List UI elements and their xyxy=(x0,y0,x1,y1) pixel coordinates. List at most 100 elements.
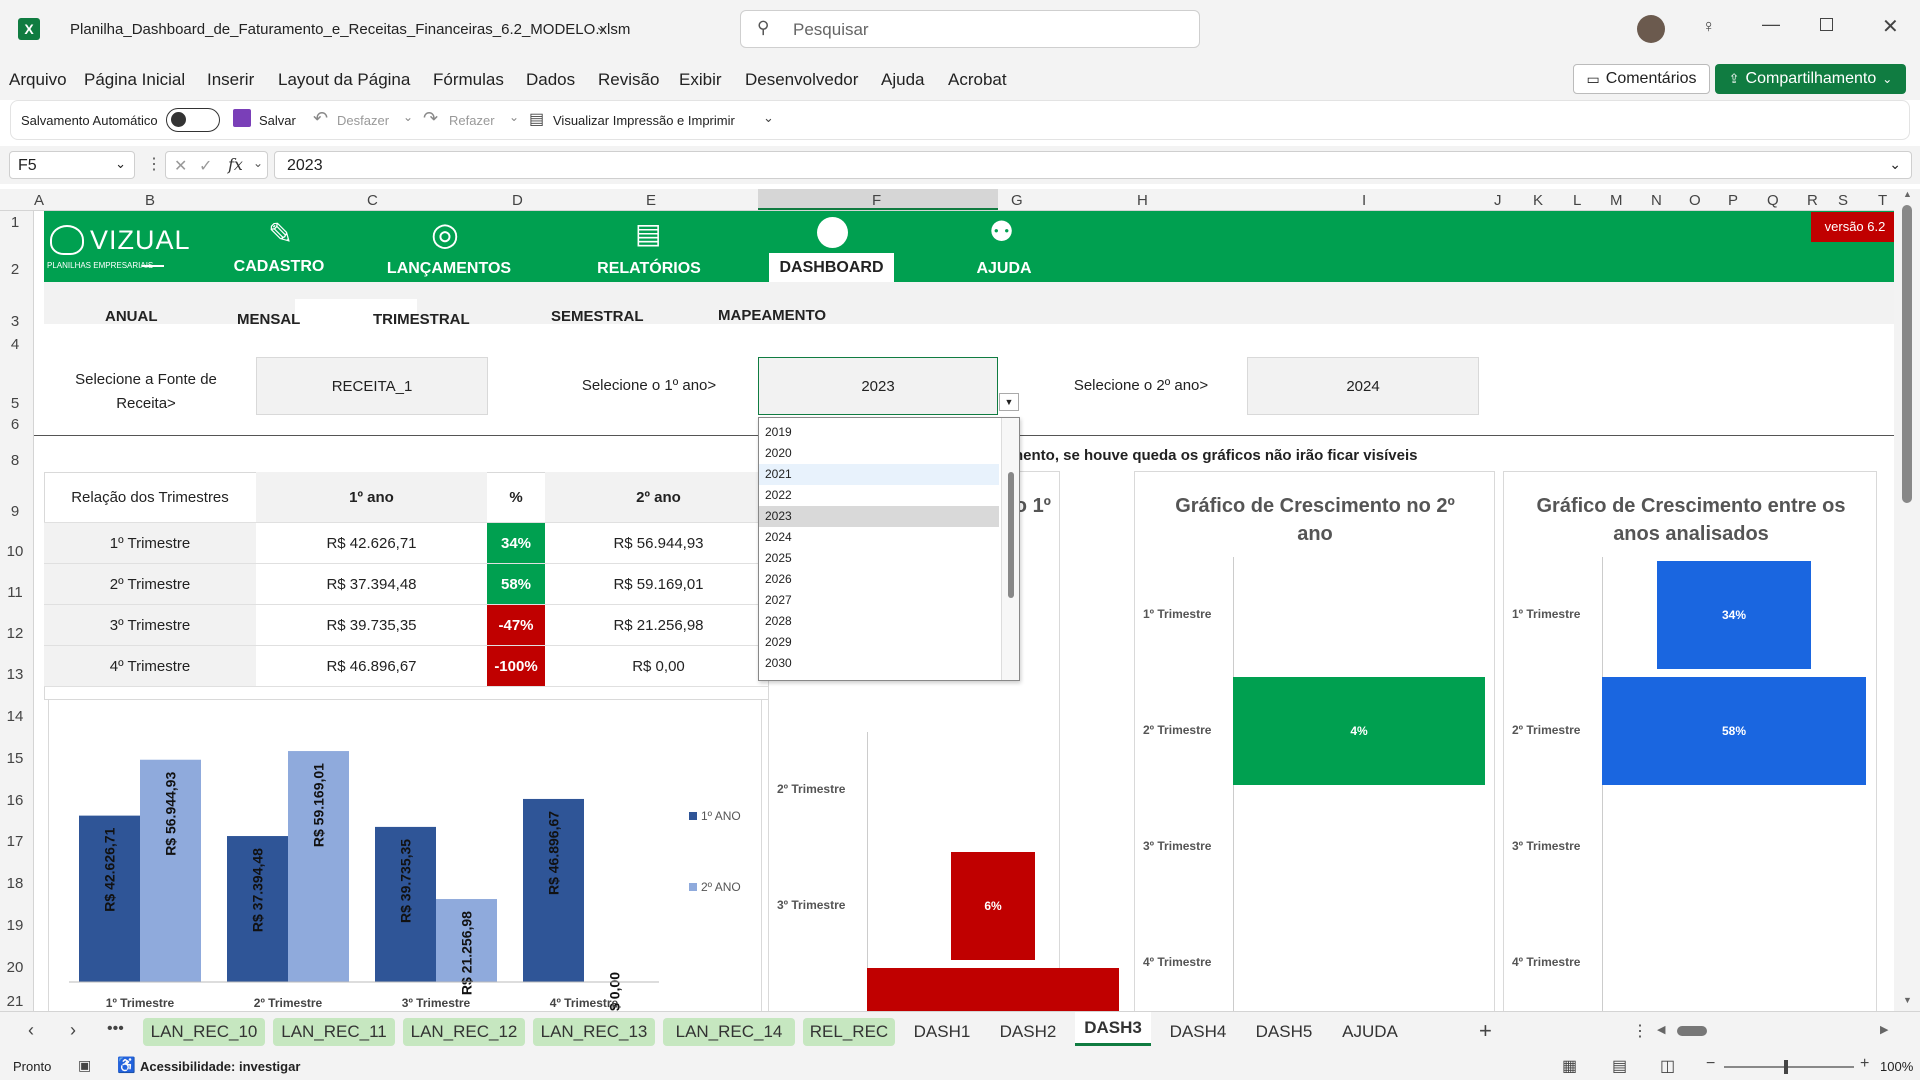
document-icon[interactable]: ▤ xyxy=(635,218,662,249)
menu-pagina-inicial[interactable]: Página Inicial xyxy=(84,70,186,89)
row-19[interactable]: 19 xyxy=(6,917,24,934)
row-12[interactable]: 12 xyxy=(6,625,24,642)
horizontal-scroll-thumb[interactable] xyxy=(1677,1026,1707,1036)
nav-dashboard[interactable]: DASHBOARD xyxy=(779,259,884,276)
menu-dados[interactable]: Dados xyxy=(526,70,576,89)
year-option[interactable]: 2020 xyxy=(765,446,792,460)
more-options-icon[interactable]: ⋮ xyxy=(146,156,162,173)
row-15[interactable]: 15 xyxy=(6,750,24,767)
row-4[interactable]: 4 xyxy=(10,336,20,353)
close-icon[interactable]: ✕ xyxy=(1882,16,1899,38)
lightbulb-icon[interactable]: ♀ xyxy=(1702,16,1716,36)
col-g[interactable]: G xyxy=(1011,192,1023,209)
year-option[interactable]: 2021 xyxy=(759,464,999,485)
row-20[interactable]: 20 xyxy=(6,959,24,976)
share-button[interactable]: ⇪ Compartilhamento ⌄ xyxy=(1715,64,1906,94)
macro-record-icon[interactable]: ▣ xyxy=(78,1057,92,1073)
ano1-select[interactable]: 2023 xyxy=(758,357,998,415)
zoom-slider-thumb[interactable] xyxy=(1784,1060,1788,1074)
quarters-column-chart[interactable]: R$ 42.626,71 R$ 56.944,93 1º Trimestre R$ 3… xyxy=(48,699,762,1011)
target-icon[interactable]: ◎ xyxy=(431,216,459,252)
page-break-icon[interactable]: ◫ xyxy=(1660,1058,1676,1075)
file-name[interactable]: Planilha_Dashboard_de_Faturamento_e_Rece… xyxy=(70,21,631,38)
col-d[interactable]: D xyxy=(512,192,523,209)
print-preview-icon[interactable]: ▤ xyxy=(529,111,545,128)
restore-icon[interactable] xyxy=(1820,18,1833,31)
name-box[interactable]: F5 ⌄ xyxy=(9,151,135,179)
row-3[interactable]: 3 xyxy=(10,313,20,330)
dropdown-scrollbar[interactable] xyxy=(1001,418,1019,680)
col-q[interactable]: Q xyxy=(1767,192,1779,209)
zoom-in-icon[interactable]: + xyxy=(1860,1055,1870,1072)
excel-logo-icon[interactable]: X xyxy=(18,18,40,40)
row-5[interactable]: 5 xyxy=(10,395,20,412)
year-option[interactable]: 2019 xyxy=(765,425,792,439)
subtab-mapeamento[interactable]: MAPEAMENTO xyxy=(718,307,827,324)
zoom-out-icon[interactable]: − xyxy=(1706,1055,1716,1072)
row-14[interactable]: 14 xyxy=(6,708,24,725)
chevron-down-icon[interactable]: ⌄ xyxy=(253,156,264,170)
sheet-tab-lan-rec-12[interactable]: LAN_REC_12 xyxy=(403,1018,525,1046)
col-a[interactable]: A xyxy=(34,192,45,209)
menu-formulas[interactable]: Fórmulas xyxy=(433,70,504,89)
sheet-tab-dash5[interactable]: DASH5 xyxy=(1255,1022,1313,1041)
col-j[interactable]: J xyxy=(1494,192,1502,209)
subtab-semestral[interactable]: SEMESTRAL xyxy=(551,308,644,325)
sheet-tab-lan-rec-11[interactable]: LAN_REC_11 xyxy=(273,1018,395,1046)
year-option[interactable]: 2024 xyxy=(765,530,792,544)
help-user-icon[interactable]: ⚉ xyxy=(989,216,1015,247)
col-p[interactable]: P xyxy=(1728,192,1739,209)
col-n[interactable]: N xyxy=(1651,192,1662,209)
chevron-down-icon[interactable]: ⌄ xyxy=(595,18,607,34)
year-option[interactable]: 2027 xyxy=(765,593,792,607)
row-8[interactable]: 8 xyxy=(10,452,20,469)
col-s[interactable]: S xyxy=(1838,192,1849,209)
accessibility-status[interactable]: Acessibilidade: investigar xyxy=(140,1059,301,1074)
expand-formula-icon[interactable]: ⌄ xyxy=(1889,156,1901,172)
col-c[interactable]: C xyxy=(367,192,378,209)
menu-desenvolvedor[interactable]: Desenvolvedor xyxy=(745,70,859,89)
prev-sheet-icon[interactable]: ‹ xyxy=(28,1020,34,1040)
undo-button[interactable]: Desfazer xyxy=(337,113,390,128)
cancel-icon[interactable]: ✕ xyxy=(174,158,188,175)
col-m[interactable]: M xyxy=(1610,192,1623,209)
autosave-toggle[interactable] xyxy=(166,108,220,132)
ano2-select[interactable]: 2024 xyxy=(1247,357,1479,415)
col-t[interactable]: T xyxy=(1878,192,1888,209)
pencil-icon[interactable]: ✎ xyxy=(268,218,294,251)
col-o[interactable]: O xyxy=(1689,192,1701,209)
col-r[interactable]: R xyxy=(1807,192,1818,209)
next-sheet-icon[interactable]: › xyxy=(70,1020,76,1040)
nav-ajuda[interactable]: AJUDA xyxy=(976,260,1032,277)
row-18[interactable]: 18 xyxy=(6,875,24,892)
menu-ajuda[interactable]: Ajuda xyxy=(881,70,925,89)
menu-exibir[interactable]: Exibir xyxy=(679,70,722,89)
col-k[interactable]: K xyxy=(1533,192,1544,209)
vertical-scrollbar[interactable]: ▲ ▼ xyxy=(1894,189,1920,1011)
save-icon[interactable] xyxy=(233,109,251,127)
sheet-tab-dash2[interactable]: DASH2 xyxy=(999,1022,1057,1041)
more-sheets-icon[interactable]: ••• xyxy=(107,1020,124,1037)
col-i[interactable]: I xyxy=(1362,192,1367,209)
growth-chart-2[interactable]: Gráfico de Crescimento no 2º ano 1º Trim… xyxy=(1134,471,1495,1011)
nav-cadastro[interactable]: CADASTRO xyxy=(233,258,325,275)
year-option[interactable]: 2030 xyxy=(765,656,792,670)
year-dropdown-list[interactable]: 2019 2020 2021 2022 2023 2024 2025 2026 2027 2028… xyxy=(758,417,1020,681)
row-13[interactable]: 13 xyxy=(6,666,24,683)
sheet-tab-lan-rec-14[interactable]: LAN_REC_14 xyxy=(663,1018,795,1046)
hscroll-right-icon[interactable]: ▶ xyxy=(1880,1024,1889,1036)
row-16[interactable]: 16 xyxy=(6,792,24,809)
sheet-tab-lan-rec-10[interactable]: LAN_REC_10 xyxy=(143,1018,265,1046)
menu-revisao[interactable]: Revisão xyxy=(598,70,660,89)
year-option[interactable]: 2026 xyxy=(765,572,792,586)
avatar[interactable] xyxy=(1637,15,1665,43)
col-b[interactable]: B xyxy=(145,192,156,209)
customize-toolbar-icon[interactable]: ⌄ xyxy=(763,110,774,125)
year-option[interactable]: 2022 xyxy=(765,488,792,502)
fonte-select[interactable]: RECEITA_1 xyxy=(256,357,488,415)
row-10[interactable]: 10 xyxy=(6,543,24,560)
minimize-icon[interactable]: — xyxy=(1762,14,1780,34)
row-17[interactable]: 17 xyxy=(6,833,24,850)
year-option[interactable]: 2029 xyxy=(765,635,792,649)
search-box[interactable]: ⚲ Pesquisar xyxy=(740,10,1200,48)
